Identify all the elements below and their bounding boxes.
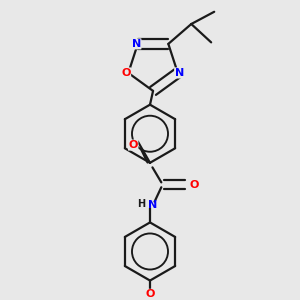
Text: O: O xyxy=(128,140,138,150)
Text: O: O xyxy=(145,289,155,299)
Text: H: H xyxy=(137,199,146,209)
Text: N: N xyxy=(132,39,141,49)
Text: N: N xyxy=(175,68,184,78)
Text: O: O xyxy=(189,180,198,190)
Text: O: O xyxy=(121,68,130,78)
Text: N: N xyxy=(148,200,157,210)
